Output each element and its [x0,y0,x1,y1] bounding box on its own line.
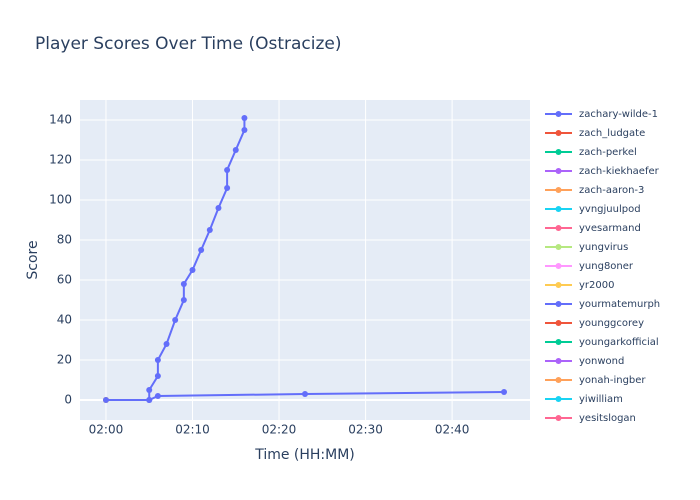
y-tick-label: 120 [49,153,72,167]
x-axis-label: Time (HH:MM) [254,447,355,463]
legend-marker [555,415,562,421]
legend-marker [555,339,562,345]
legend-marker [555,130,562,136]
legend-marker [555,396,562,402]
legend-label: yungvirus [579,242,628,253]
legend-marker [555,225,562,231]
point [154,373,161,379]
y-axis-label: Score [25,240,41,279]
legend-label: zach-aaron-3 [579,185,644,196]
legend-label: yr2000 [579,280,614,291]
point [163,341,170,347]
x-tick-label: 02:40 [435,423,470,437]
point [154,393,161,399]
y-tick-label: 80 [57,233,72,247]
point [215,205,222,211]
x-tick-label: 02:00 [89,423,124,437]
legend-label: yourmatemurph [579,299,660,310]
legend-label: zachary-wilde-1 [579,109,658,120]
legend-marker [555,377,562,383]
y-tick-label: 20 [57,353,72,367]
point [501,389,508,395]
point [180,281,187,287]
legend-label: yung8oner [579,261,634,272]
point [224,185,231,191]
legend-marker [555,187,562,193]
point [172,317,179,323]
point [241,127,248,133]
point [146,387,153,393]
point [232,147,239,153]
legend-label: youngarkofficial [579,337,659,348]
point [302,391,308,397]
point [102,397,109,403]
legend-marker [555,301,562,307]
y-tick-label: 100 [49,193,72,207]
y-tick-label: 40 [57,313,72,327]
legend-label: yiwilliam [579,394,623,405]
point [146,397,153,403]
x-tick-label: 02:10 [175,423,210,437]
legend-marker [555,149,562,155]
legend-label: zach-perkel [579,147,637,158]
legend-label: zach_ludgate [579,128,645,139]
x-tick-label: 02:30 [348,423,383,437]
point [180,297,187,303]
legend-label: younggcorey [579,318,644,329]
legend-marker [555,206,562,212]
legend-marker [555,320,562,326]
y-tick-label: 140 [49,113,72,127]
legend-label: yvesarmand [579,223,641,234]
legend-label: yonah-ingber [579,375,646,386]
legend-marker [555,244,562,250]
legend-marker [555,282,562,288]
point [198,247,205,253]
y-tick-label: 0 [64,393,72,407]
x-tick-label: 02:20 [262,423,297,437]
y-tick-label: 60 [57,273,72,287]
chart-title: Player Scores Over Time (Ostracize) [35,34,342,54]
legend-marker [555,111,562,117]
legend-label: zach-kiekhaefer [579,166,660,177]
plot-area [80,100,530,420]
legend-label: yesitslogan [579,413,636,424]
point [241,115,248,121]
legend-marker [555,263,562,269]
legend-label: yvngjuulpod [579,204,641,215]
point [189,267,196,273]
point [206,227,213,233]
legend-label: yonwond [579,356,624,367]
point [154,357,161,363]
legend-marker [555,168,562,174]
point [224,167,231,173]
legend-marker [555,358,562,364]
